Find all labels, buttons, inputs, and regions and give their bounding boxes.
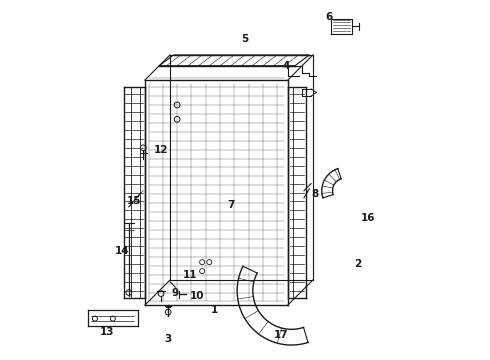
Text: 1: 1 — [211, 305, 218, 315]
Text: 15: 15 — [127, 197, 142, 206]
Text: 11: 11 — [182, 270, 197, 280]
Text: 17: 17 — [273, 330, 288, 341]
Text: 6: 6 — [325, 13, 333, 22]
Text: 16: 16 — [361, 212, 375, 222]
Text: 2: 2 — [354, 259, 361, 269]
Text: 13: 13 — [100, 327, 115, 337]
Text: 8: 8 — [311, 189, 318, 199]
Text: 9: 9 — [172, 288, 179, 297]
Text: 3: 3 — [165, 334, 172, 344]
Text: 12: 12 — [154, 145, 168, 155]
Text: 14: 14 — [115, 247, 129, 256]
Text: 10: 10 — [190, 291, 204, 301]
Text: 7: 7 — [227, 200, 234, 210]
Text: 4: 4 — [282, 61, 290, 71]
Text: 5: 5 — [242, 34, 248, 44]
